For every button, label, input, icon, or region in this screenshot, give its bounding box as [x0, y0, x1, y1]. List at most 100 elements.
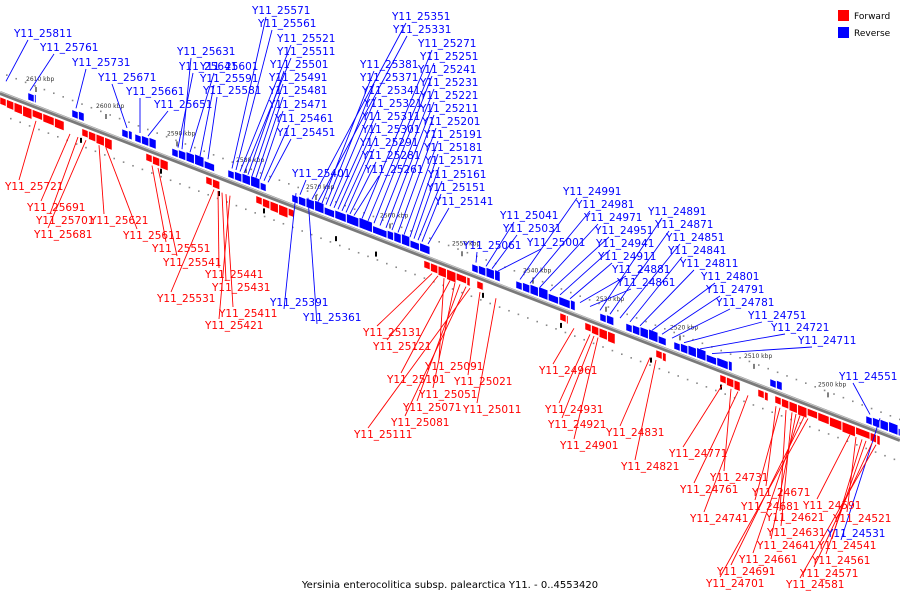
reverse-gene-label[interactable]: Y11_25171: [424, 155, 483, 167]
reverse-gene-label[interactable]: Y11_24531: [826, 528, 885, 540]
reverse-gene-label[interactable]: Y11_25161: [427, 169, 486, 181]
reverse-gene-label[interactable]: Y11_24781: [715, 297, 774, 309]
forward-gene-label[interactable]: Y11_25551: [151, 243, 210, 255]
reverse-gene-label[interactable]: Y11_25641: [178, 61, 237, 73]
reverse-gene-label[interactable]: Y11_25561: [257, 18, 316, 30]
reverse-gene-label[interactable]: Y11_25281: [361, 150, 420, 162]
reverse-gene-label[interactable]: Y11_25311: [361, 111, 420, 123]
forward-gene-label[interactable]: Y11_24521: [832, 513, 891, 525]
forward-gene-label[interactable]: Y11_24961: [538, 365, 597, 377]
forward-gene-label[interactable]: Y11_25081: [390, 417, 449, 429]
forward-gene-label[interactable]: Y11_24591: [802, 500, 861, 512]
forward-gene-label[interactable]: Y11_24741: [689, 513, 748, 525]
forward-gene-label[interactable]: Y11_25681: [33, 229, 92, 241]
forward-gene-label[interactable]: Y11_24921: [547, 419, 606, 431]
reverse-gene-label[interactable]: Y11_24791: [705, 284, 764, 296]
reverse-gene-label[interactable]: Y11_25811: [13, 28, 72, 40]
forward-gene-label[interactable]: Y11_24681: [740, 501, 799, 513]
reverse-gene-label[interactable]: Y11_25361: [302, 312, 361, 324]
reverse-gene-label[interactable]: Y11_24911: [597, 251, 656, 263]
forward-gene-label[interactable]: Y11_24771: [668, 448, 727, 460]
reverse-gene-label[interactable]: Y11_24811: [679, 258, 738, 270]
reverse-gene-label[interactable]: Y11_25631: [176, 46, 235, 58]
reverse-gene-label[interactable]: Y11_25471: [268, 99, 327, 111]
reverse-gene-label[interactable]: Y11_24801: [700, 271, 759, 283]
reverse-gene-label[interactable]: Y11_24991: [562, 186, 621, 198]
forward-gene-label[interactable]: Y11_24661: [738, 554, 797, 566]
forward-gene-label[interactable]: Y11_25621: [89, 215, 148, 227]
forward-gene-label[interactable]: Y11_24731: [709, 472, 768, 484]
forward-gene-label[interactable]: Y11_25131: [362, 327, 421, 339]
reverse-gene-label[interactable]: Y11_25481: [268, 85, 327, 97]
reverse-gene-label[interactable]: Y11_25591: [199, 73, 258, 85]
reverse-gene-label[interactable]: Y11_25381: [359, 59, 418, 71]
forward-gene-label[interactable]: Y11_25441: [204, 269, 263, 281]
forward-gene-label[interactable]: Y11_25611: [122, 230, 181, 242]
reverse-gene-label[interactable]: Y11_25401: [291, 168, 350, 180]
reverse-gene-label[interactable]: Y11_25731: [71, 57, 130, 69]
reverse-gene-label[interactable]: Y11_24841: [667, 245, 726, 257]
reverse-gene-label[interactable]: Y11_25761: [39, 42, 98, 54]
forward-gene-label[interactable]: Y11_24821: [620, 461, 679, 473]
reverse-gene-label[interactable]: Y11_25291: [359, 137, 418, 149]
reverse-gene-label[interactable]: Y11_25341: [361, 85, 420, 97]
forward-gene-label[interactable]: Y11_24571: [799, 568, 858, 580]
reverse-gene-label[interactable]: Y11_25501: [269, 59, 328, 71]
forward-gene-label[interactable]: Y11_24581: [785, 579, 844, 591]
reverse-gene-label[interactable]: Y11_25391: [269, 297, 328, 309]
reverse-gene-label[interactable]: Y11_25451: [276, 127, 335, 139]
reverse-gene-label[interactable]: Y11_25651: [153, 99, 212, 111]
reverse-gene-label[interactable]: Y11_25181: [423, 142, 482, 154]
reverse-gene-label[interactable]: Y11_25141: [434, 196, 493, 208]
reverse-gene-label[interactable]: Y11_25241: [417, 64, 476, 76]
forward-gene-label[interactable]: Y11_24631: [766, 527, 825, 539]
reverse-gene-label[interactable]: Y11_25061: [462, 240, 521, 252]
reverse-gene-label[interactable]: Y11_24751: [747, 310, 806, 322]
reverse-gene-label[interactable]: Y11_25331: [392, 24, 451, 36]
reverse-gene-label[interactable]: Y11_24721: [770, 322, 829, 334]
reverse-gene-label[interactable]: Y11_25601: [199, 61, 258, 73]
reverse-gene-label[interactable]: Y11_24551: [838, 371, 897, 383]
reverse-gene-label[interactable]: Y11_25571: [251, 5, 310, 17]
reverse-gene-label[interactable]: Y11_24711: [797, 335, 856, 347]
forward-gene-label[interactable]: Y11_25701: [35, 215, 94, 227]
forward-gene-label[interactable]: Y11_24761: [679, 484, 738, 496]
forward-gene-label[interactable]: Y11_25051: [418, 389, 477, 401]
reverse-gene-label[interactable]: Y11_25491: [268, 72, 327, 84]
forward-gene-label[interactable]: Y11_24831: [605, 427, 664, 439]
reverse-gene-label[interactable]: Y11_24851: [665, 232, 724, 244]
reverse-gene-label[interactable]: Y11_25201: [421, 116, 480, 128]
reverse-gene-label[interactable]: Y11_24941: [595, 238, 654, 250]
reverse-gene-label[interactable]: Y11_25661: [125, 86, 184, 98]
forward-gene-label[interactable]: Y11_25541: [162, 257, 221, 269]
reverse-gene-label[interactable]: Y11_25151: [426, 182, 485, 194]
reverse-gene-label[interactable]: Y11_24881: [611, 264, 670, 276]
reverse-gene-label[interactable]: Y11_25191: [423, 129, 482, 141]
reverse-gene-label[interactable]: Y11_24891: [647, 206, 706, 218]
reverse-gene-label[interactable]: Y11_24951: [594, 225, 653, 237]
reverse-gene-label[interactable]: Y11_25271: [417, 38, 476, 50]
reverse-gene-label[interactable]: Y11_24971: [583, 212, 642, 224]
reverse-gene-label[interactable]: Y11_25001: [526, 237, 585, 249]
reverse-gene-label[interactable]: Y11_25231: [419, 77, 478, 89]
reverse-gene-label[interactable]: Y11_25671: [97, 72, 156, 84]
forward-gene-label[interactable]: Y11_25411: [218, 308, 277, 320]
reverse-gene-label[interactable]: Y11_24871: [654, 219, 713, 231]
reverse-gene-label[interactable]: Y11_25581: [202, 85, 261, 97]
forward-gene-label[interactable]: Y11_25071: [402, 402, 461, 414]
reverse-gene-label[interactable]: Y11_25221: [419, 90, 478, 102]
forward-gene-label[interactable]: Y11_25011: [462, 404, 521, 416]
reverse-gene-label[interactable]: Y11_25031: [502, 223, 561, 235]
forward-gene-label[interactable]: Y11_24621: [765, 512, 824, 524]
forward-gene-label[interactable]: Y11_24901: [559, 440, 618, 452]
reverse-gene-label[interactable]: Y11_25261: [364, 164, 423, 176]
forward-gene-label[interactable]: Y11_25721: [4, 181, 63, 193]
reverse-gene-label[interactable]: Y11_25321: [363, 98, 422, 110]
forward-gene-label[interactable]: Y11_24701: [705, 578, 764, 590]
reverse-gene-label[interactable]: Y11_25461: [274, 113, 333, 125]
reverse-gene-label[interactable]: Y11_25301: [361, 124, 420, 136]
forward-gene-label[interactable]: Y11_25121: [372, 341, 431, 353]
forward-gene-label[interactable]: Y11_24931: [544, 404, 603, 416]
forward-gene-label[interactable]: Y11_24641: [756, 540, 815, 552]
forward-gene-label[interactable]: Y11_25691: [26, 202, 85, 214]
